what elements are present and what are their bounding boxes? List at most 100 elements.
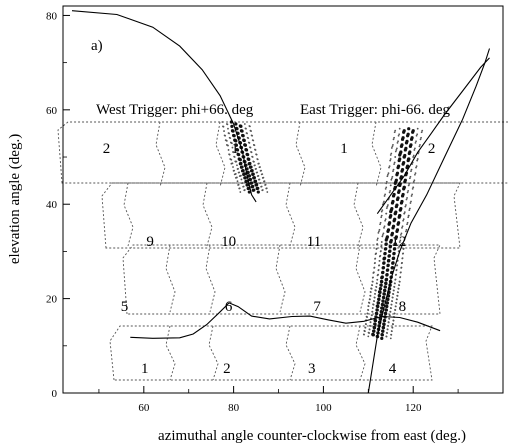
cell-divider xyxy=(353,182,364,247)
hit-dot xyxy=(385,182,388,185)
hit-dot xyxy=(384,218,387,221)
hit-dot xyxy=(381,233,384,236)
cell-divider xyxy=(275,244,286,313)
hit-dot xyxy=(237,183,240,186)
hit-dot xyxy=(252,160,255,163)
cell-divider xyxy=(155,121,166,188)
y-tick-label: 40 xyxy=(46,199,58,211)
hit-dot xyxy=(411,129,415,133)
hit-dot xyxy=(384,219,387,222)
hit-dot xyxy=(414,147,416,150)
hit-dot xyxy=(397,140,399,143)
hit-dot xyxy=(391,175,394,178)
hit-dot xyxy=(385,212,388,215)
hit-dot xyxy=(375,286,378,288)
cell-label: 4 xyxy=(389,361,397,377)
hit-dot xyxy=(252,139,255,142)
hit-dot xyxy=(413,179,416,182)
hit-dot xyxy=(228,153,231,156)
hit-dot xyxy=(230,158,233,161)
hit-dot xyxy=(246,183,250,187)
hit-dot xyxy=(227,127,229,130)
event-curves xyxy=(71,10,491,394)
hit-dot xyxy=(376,237,379,240)
hit-dot xyxy=(260,185,263,188)
hit-dot xyxy=(389,189,392,192)
hit-dot xyxy=(247,157,251,161)
hit-dot xyxy=(401,261,403,264)
hit-dot xyxy=(406,132,410,136)
hit-dot xyxy=(380,336,384,340)
hit-dot xyxy=(227,149,230,151)
hit-dot xyxy=(397,221,401,225)
hit-dot xyxy=(412,156,415,158)
hit-dot xyxy=(388,191,391,194)
hit-dot xyxy=(408,207,411,210)
hit-dot xyxy=(241,134,245,138)
hit-dot xyxy=(379,221,382,224)
hit-dot xyxy=(366,312,369,315)
hit-dot xyxy=(402,252,405,255)
cell-label: 11 xyxy=(307,234,321,250)
hit-dot xyxy=(384,281,388,286)
hit-dot xyxy=(377,273,380,276)
hit-dot xyxy=(410,195,413,197)
event-curve xyxy=(71,10,257,203)
cell-divider xyxy=(208,325,219,381)
hit-dot xyxy=(377,269,380,271)
hit-dot xyxy=(390,265,395,270)
panel-label: a) xyxy=(91,38,103,54)
hit-dot xyxy=(414,173,416,176)
hit-dot xyxy=(389,337,392,340)
hit-dot xyxy=(385,207,388,210)
hit-dot xyxy=(251,156,254,158)
hit-dot xyxy=(401,192,405,197)
cell-row-outline xyxy=(122,244,441,315)
hit-dot xyxy=(394,278,397,281)
cell-label: 5 xyxy=(121,299,129,315)
hit-dot xyxy=(249,165,253,169)
hit-dot xyxy=(258,178,261,181)
hit-dot xyxy=(241,168,245,173)
cell-label: 2 xyxy=(103,141,111,157)
hit-dot xyxy=(377,294,382,298)
cell-divider xyxy=(295,121,306,188)
hit-dot xyxy=(246,170,250,174)
hit-dot xyxy=(375,308,379,312)
hit-dot xyxy=(385,186,388,189)
hit-dot xyxy=(392,251,396,256)
cell-divider xyxy=(165,325,176,381)
hit-dot xyxy=(387,173,389,176)
hit-dot xyxy=(234,173,237,175)
hit-dot xyxy=(386,263,390,267)
hit-dot xyxy=(407,127,411,131)
hit-dot xyxy=(240,129,244,133)
hit-dot xyxy=(390,178,393,181)
hit-dot xyxy=(244,148,249,152)
hit-dot xyxy=(230,124,234,128)
hit-dot xyxy=(380,210,383,213)
y-tick-label: 60 xyxy=(46,105,58,117)
hit-dot xyxy=(378,228,381,231)
hit-dot xyxy=(400,168,405,172)
hit-dot xyxy=(373,322,377,326)
hit-dot xyxy=(399,206,403,211)
hit-dot xyxy=(236,176,238,179)
hit-dot xyxy=(374,257,377,260)
hit-dot xyxy=(401,257,404,260)
hit-dot xyxy=(416,127,419,130)
hit-dot xyxy=(259,182,262,184)
hit-dot xyxy=(381,265,386,270)
hit-dot xyxy=(394,309,397,311)
hit-dot xyxy=(386,205,389,208)
hit-dot xyxy=(378,230,380,233)
hit-dot xyxy=(255,153,258,156)
cell-label: 1 xyxy=(231,141,239,157)
cell-divider xyxy=(123,182,134,247)
x-axis-title: azimuthal angle counter-clockwise from e… xyxy=(158,428,466,444)
hit-dot xyxy=(385,180,388,183)
hit-dot xyxy=(244,179,249,183)
hit-dot xyxy=(416,158,419,160)
hit-dot xyxy=(380,250,382,252)
hit-dot xyxy=(261,189,264,191)
